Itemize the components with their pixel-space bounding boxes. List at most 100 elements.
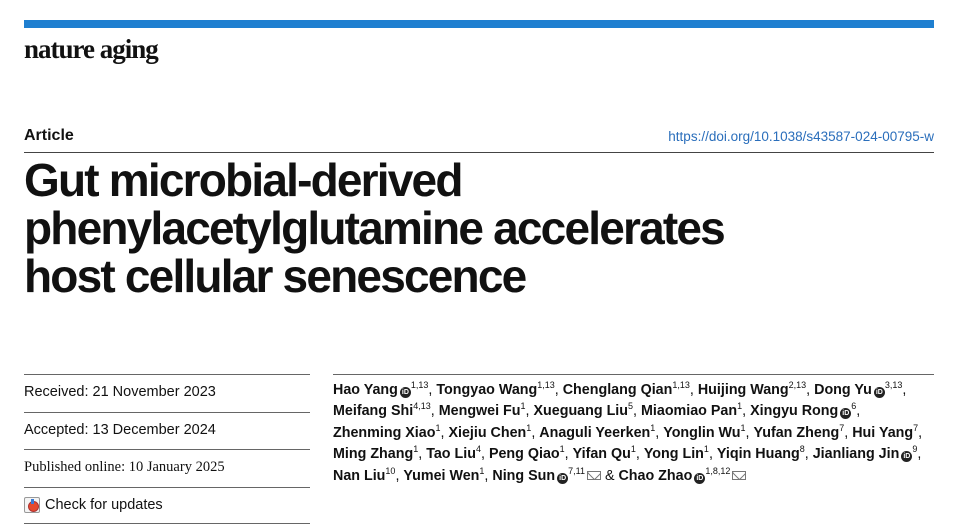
affiliation-marker[interactable]: 4,13 xyxy=(413,401,431,412)
affiliation-marker[interactable]: 1,8,12 xyxy=(705,465,731,476)
author-separator: , xyxy=(804,446,813,463)
check-for-updates-icon xyxy=(24,496,40,513)
orcid-icon[interactable]: iD xyxy=(901,451,913,463)
title-line: host cellular senescence xyxy=(24,250,527,302)
author-name[interactable]: Xueguang Liu5 xyxy=(533,401,634,420)
author-name[interactable]: Meifang Shi4,13 xyxy=(333,401,431,419)
author-name-text: Xiejiu Chen xyxy=(448,424,527,441)
affiliation-marker[interactable]: 1 xyxy=(479,465,485,476)
author-separator: , xyxy=(917,446,922,463)
author-name[interactable]: Dong Yu iD3,13 xyxy=(814,380,903,398)
title-line: Gut microbial-derived xyxy=(24,154,463,206)
author-name[interactable]: Xiejiu Chen1 xyxy=(448,423,532,441)
author-name-text: Miaomiao Pan xyxy=(640,403,738,420)
author-name-text: Chenglang Qian xyxy=(562,382,673,398)
author-name-text: Yufan Zheng xyxy=(753,424,840,441)
author-name[interactable]: Yifan Qu1 xyxy=(573,444,636,462)
affiliation-marker[interactable]: 5 xyxy=(628,401,634,412)
author-name[interactable]: Miaomiao Pan1 xyxy=(640,401,743,420)
author-name-text: Tao Liu xyxy=(426,446,476,463)
author-name[interactable]: Yonglin Wu1 xyxy=(663,423,746,441)
affiliation-marker[interactable]: 9 xyxy=(912,444,918,455)
author-separator: , xyxy=(531,424,540,441)
published-date: Published online: 10 January 2025 xyxy=(24,449,310,487)
author-name[interactable]: Ming Zhang1 xyxy=(333,444,419,462)
author-separator: , xyxy=(484,467,493,484)
affiliation-marker[interactable]: 2,13 xyxy=(788,380,807,391)
affiliation-marker[interactable]: 1,13 xyxy=(537,380,555,391)
affiliation-marker[interactable]: 1 xyxy=(559,444,565,455)
author-separator: , xyxy=(856,403,861,420)
affiliation-marker[interactable]: 6 xyxy=(851,401,857,412)
author-name-text: Anaguli Yeerken xyxy=(539,424,651,441)
author-separator: , xyxy=(480,446,489,463)
author-name[interactable]: Mengwei Fu1 xyxy=(439,401,526,419)
author-name[interactable]: Ning Sun iD7,11 xyxy=(492,465,601,484)
accepted-date: Accepted: 13 December 2024 xyxy=(24,411,310,450)
author-name-text: Chao Zhao xyxy=(618,467,693,484)
article-dates-panel: Received: 21 November 2023 Accepted: 13 … xyxy=(24,374,310,524)
doi-link[interactable]: https://doi.org/10.1038/s43587-024-00795… xyxy=(668,129,934,144)
orcid-icon[interactable]: iD xyxy=(557,472,569,484)
author-name-text: Yiqin Huang xyxy=(716,446,800,463)
author-separator: , xyxy=(708,446,717,463)
author-name[interactable]: Yufan Zheng7 xyxy=(753,423,845,441)
affiliation-marker[interactable]: 1 xyxy=(740,423,746,434)
author-name-text: Xingyu Rong xyxy=(750,403,839,420)
author-separator: , xyxy=(633,403,641,420)
check-for-updates-button[interactable]: Check for updates xyxy=(24,496,310,513)
author-name[interactable]: Jianliang Jin iD9 xyxy=(813,444,918,463)
orcid-icon[interactable]: iD xyxy=(840,408,852,420)
affiliation-marker[interactable]: 4 xyxy=(475,444,481,455)
author-name[interactable]: Nan Liu10 xyxy=(333,465,396,483)
author-name[interactable]: Hao Yang iD1,13 xyxy=(333,380,429,398)
author-separator: , xyxy=(430,403,439,420)
affiliation-marker[interactable]: 1,13 xyxy=(672,380,690,391)
journal-name: nature aging xyxy=(24,34,159,64)
affiliation-marker[interactable]: 1 xyxy=(520,401,526,412)
affiliation-marker[interactable]: 7,11 xyxy=(568,465,585,476)
affiliation-marker[interactable]: 1 xyxy=(435,423,441,434)
author-separator: , xyxy=(554,382,563,398)
affiliation-marker[interactable]: 1,13 xyxy=(410,380,429,391)
orcid-icon[interactable]: iD xyxy=(694,472,706,484)
affiliation-marker[interactable]: 1 xyxy=(413,444,419,455)
author-name[interactable]: Yiqin Huang8 xyxy=(716,444,805,463)
affiliation-marker[interactable]: 1 xyxy=(703,444,709,455)
author-name[interactable]: Tao Liu4 xyxy=(426,444,481,463)
author-name[interactable]: Peng Qiao1 xyxy=(489,444,565,462)
author-name[interactable]: Xingyu Rong iD6 xyxy=(750,401,857,420)
author-name-text: Yong Lin xyxy=(643,446,704,463)
author-name[interactable]: Anaguli Yeerken1 xyxy=(539,423,656,441)
author-name[interactable]: Yumei Wen1 xyxy=(403,465,485,483)
affiliation-marker[interactable]: 1 xyxy=(737,401,743,412)
affiliation-marker[interactable]: 1 xyxy=(650,423,656,434)
author-name[interactable]: Chao Zhao iD1,8,12 xyxy=(618,465,747,484)
author-name-text: Huijing Wang xyxy=(697,382,789,398)
author-separator: , xyxy=(635,446,644,463)
author-name[interactable]: Yong Lin1 xyxy=(643,444,709,463)
author-separator: , xyxy=(564,446,573,463)
mail-icon[interactable] xyxy=(732,470,747,480)
article-title: Gut microbial-derived phenylacetylglutam… xyxy=(24,156,924,300)
author-name-text: Ning Sun xyxy=(492,467,556,484)
affiliation-marker[interactable]: 1 xyxy=(526,423,532,434)
orcid-icon[interactable]: iD xyxy=(873,387,885,398)
orcid-icon[interactable]: iD xyxy=(399,387,411,398)
author-separator: , xyxy=(918,424,923,441)
affiliation-marker[interactable]: 7 xyxy=(913,423,919,434)
author-name[interactable]: Zhenming Xiao1 xyxy=(333,423,441,441)
affiliation-marker[interactable]: 1 xyxy=(630,444,636,455)
affiliation-marker[interactable]: 10 xyxy=(385,465,396,476)
affiliation-marker[interactable]: 7 xyxy=(839,423,845,434)
affiliation-marker[interactable]: 3,13 xyxy=(884,380,903,391)
author-name[interactable]: Huijing Wang2,13 xyxy=(697,380,807,398)
author-name-text: Xueguang Liu xyxy=(533,403,629,420)
author-name[interactable]: Hui Yang7 xyxy=(852,423,919,441)
affiliation-marker[interactable]: 8 xyxy=(799,444,805,455)
author-name-text: Zhenming Xiao xyxy=(333,424,436,441)
author-name[interactable]: Tongyao Wang1,13 xyxy=(436,380,555,398)
author-name[interactable]: Chenglang Qian1,13 xyxy=(562,380,690,398)
header-divider xyxy=(24,152,934,153)
mail-icon[interactable] xyxy=(586,470,601,480)
